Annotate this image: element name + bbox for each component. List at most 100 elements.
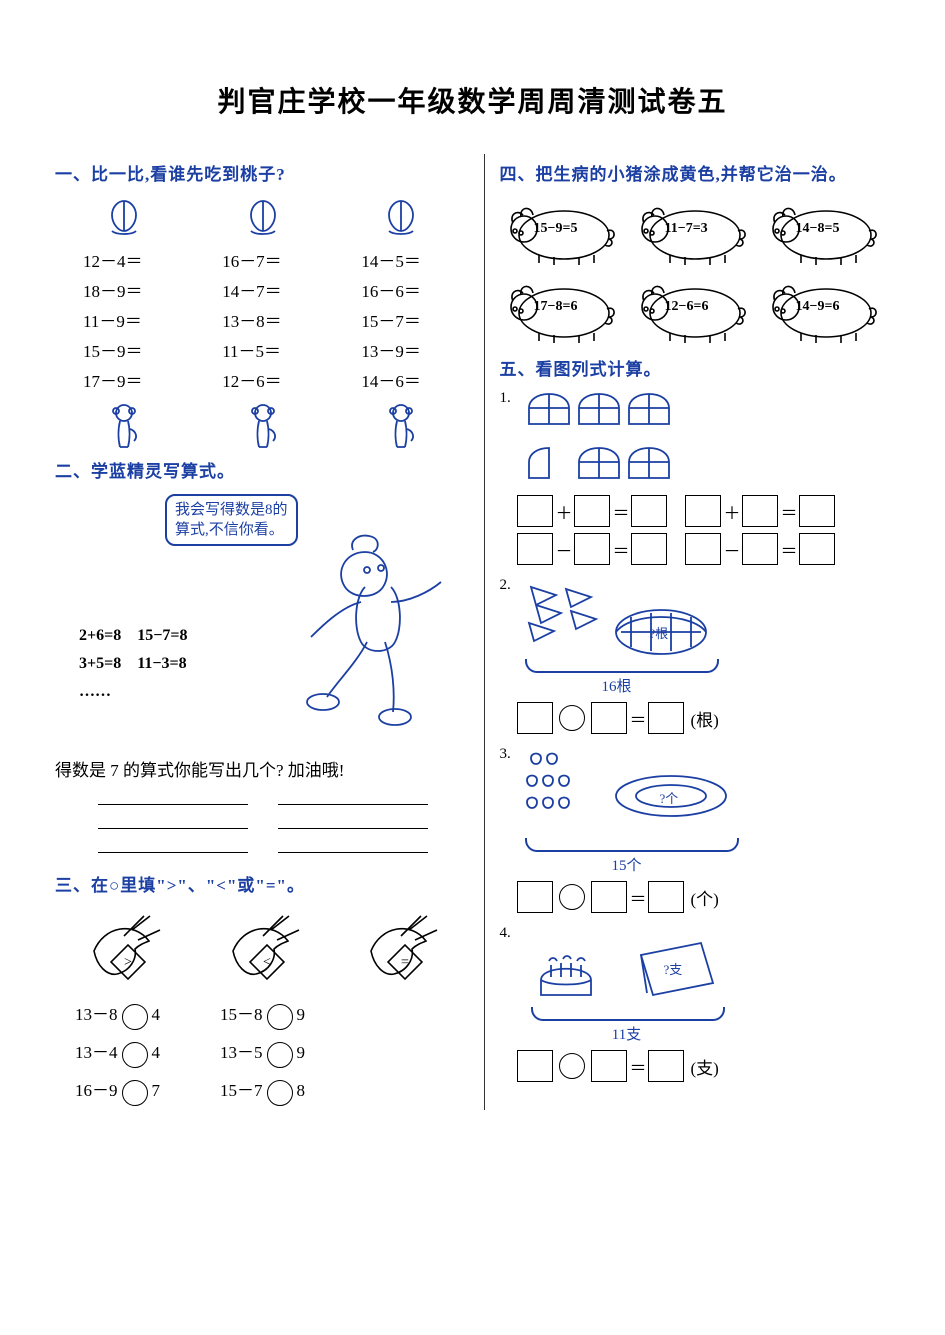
- compare-circle[interactable]: [122, 1004, 148, 1030]
- question-number: 1.: [499, 390, 517, 407]
- answer-box[interactable]: [685, 533, 721, 565]
- eq-line: ……: [79, 678, 187, 706]
- answer-box[interactable]: [631, 495, 667, 527]
- svg-text:<: <: [263, 955, 271, 970]
- answer-box[interactable]: [517, 1050, 553, 1082]
- lhs: 15－7: [220, 1081, 263, 1100]
- blank-line[interactable]: [98, 851, 248, 853]
- answer-box[interactable]: [631, 533, 667, 565]
- section-1-heading: 一、比一比,看谁先吃到桃子?: [55, 160, 470, 185]
- answer-box[interactable]: [574, 495, 610, 527]
- answer-box[interactable]: [517, 702, 553, 734]
- pig-equation: 15−9=5: [533, 221, 577, 237]
- answer-box[interactable]: [742, 495, 778, 527]
- s1-eq: 13－8＝: [222, 307, 331, 337]
- s1-eq: 14－5＝: [361, 247, 470, 277]
- q1-eq-row-2: －＝ －＝: [517, 533, 890, 565]
- s1-eq: 15－9＝: [83, 337, 192, 367]
- blank-line[interactable]: [98, 803, 248, 805]
- answer-box[interactable]: [591, 702, 627, 734]
- unit-label: (根): [690, 706, 718, 731]
- question-2: 2. ?根 16根 ＝(根): [499, 577, 890, 734]
- compare-circle[interactable]: [267, 1080, 293, 1106]
- s1-eq: 12－6＝: [222, 367, 331, 397]
- answer-box[interactable]: [517, 495, 553, 527]
- plate-label: ?个: [659, 788, 678, 807]
- s1-eq: 14－7＝: [222, 277, 331, 307]
- bubble-line: 算式,不信你看。: [175, 520, 288, 540]
- monkey-icon: [106, 401, 142, 449]
- answer-box[interactable]: [648, 881, 684, 913]
- s1-eq: 14－6＝: [361, 367, 470, 397]
- s1-eq: 12－4＝: [83, 247, 192, 277]
- op-circle[interactable]: [559, 705, 585, 731]
- pig-item[interactable]: 14−8=5: [761, 195, 886, 267]
- section-3-rows: 13－84 15－89 13－44 13－59 16－97 15－78: [55, 996, 470, 1110]
- blank-line[interactable]: [98, 827, 248, 829]
- pig-item[interactable]: 15−9=5: [499, 195, 624, 267]
- section-5-heading: 五、看图列式计算。: [499, 355, 890, 380]
- answer-box[interactable]: [799, 533, 835, 565]
- rhs: 7: [152, 1081, 161, 1100]
- monkey-row: [55, 401, 470, 449]
- toast-icon: [625, 444, 673, 484]
- brace-label: 16根: [521, 675, 711, 696]
- pig-item[interactable]: 12−6=6: [630, 273, 755, 345]
- op-circle[interactable]: [559, 884, 585, 910]
- compare-row: 13－44 13－59: [75, 1034, 470, 1072]
- question-4: 4. ?支 11支 ＝(支): [499, 925, 890, 1082]
- answer-box[interactable]: [742, 533, 778, 565]
- lhs: 13－4: [75, 1043, 118, 1062]
- left-column: 一、比一比,看谁先吃到桃子? 12－4＝ 18－9＝ 11－9＝ 15－9＝ 1…: [55, 154, 484, 1110]
- blank-line[interactable]: [278, 803, 428, 805]
- brace-icon: [525, 659, 719, 673]
- peach-row: [55, 195, 470, 239]
- rhs: 4: [152, 1043, 161, 1062]
- answer-box[interactable]: [517, 533, 553, 565]
- section-1: 12－4＝ 18－9＝ 11－9＝ 15－9＝ 17－9＝ 16－7＝ 14－7…: [55, 195, 470, 449]
- answer-box[interactable]: [591, 1050, 627, 1082]
- pig-item[interactable]: 17−8=6: [499, 273, 624, 345]
- brace-label: 15个: [521, 854, 731, 875]
- s1-eq: 11－9＝: [83, 307, 192, 337]
- example-equations: 2+6=8 15−7=8 3+5=8 11−3=8 ……: [79, 622, 187, 706]
- unit-label: (支): [690, 1054, 718, 1079]
- rhs: 8: [297, 1081, 306, 1100]
- page-title: 判官庄学校一年级数学周周清测试卷五: [55, 80, 890, 120]
- answer-box[interactable]: [591, 881, 627, 913]
- two-column-layout: 一、比一比,看谁先吃到桃子? 12－4＝ 18－9＝ 11－9＝ 15－9＝ 1…: [55, 154, 890, 1110]
- answer-box[interactable]: [648, 702, 684, 734]
- dove-row: > < =: [55, 906, 470, 986]
- pears-plate-icon: [521, 746, 751, 836]
- compare-circle[interactable]: [267, 1004, 293, 1030]
- s1-eq: 15－7＝: [361, 307, 470, 337]
- monkey-icon: [245, 401, 281, 449]
- toast-icon: [625, 390, 673, 430]
- question-3: 3. ?个 15个 ＝(个): [499, 746, 890, 913]
- blank-line[interactable]: [278, 851, 428, 853]
- answer-box[interactable]: [648, 1050, 684, 1082]
- box-label: ?支: [663, 959, 682, 978]
- s1-eq: 16－7＝: [222, 247, 331, 277]
- compare-circle[interactable]: [267, 1042, 293, 1068]
- question-number: 2.: [499, 577, 517, 594]
- answer-box[interactable]: [685, 495, 721, 527]
- eq-line: 2+6=8 15−7=8: [79, 622, 187, 650]
- q3-eq: ＝(个): [517, 881, 890, 913]
- answer-lines: [55, 803, 470, 853]
- q4-images: ?支 11支: [521, 925, 731, 1044]
- svg-text:=: =: [401, 955, 409, 970]
- answer-box[interactable]: [517, 881, 553, 913]
- pig-item[interactable]: 14−9=6: [761, 273, 886, 345]
- dove-icon: >: [74, 906, 174, 986]
- pig-item[interactable]: 11−7=3: [630, 195, 755, 267]
- answer-box[interactable]: [799, 495, 835, 527]
- answer-box[interactable]: [574, 533, 610, 565]
- op-circle[interactable]: [559, 1053, 585, 1079]
- speech-bubble: 我会写得数是8的 算式,不信你看。: [165, 494, 298, 546]
- compare-circle[interactable]: [122, 1042, 148, 1068]
- compare-circle[interactable]: [122, 1080, 148, 1106]
- dove-icon: <: [213, 906, 313, 986]
- blank-line[interactable]: [278, 827, 428, 829]
- answer-line-row: [55, 851, 470, 853]
